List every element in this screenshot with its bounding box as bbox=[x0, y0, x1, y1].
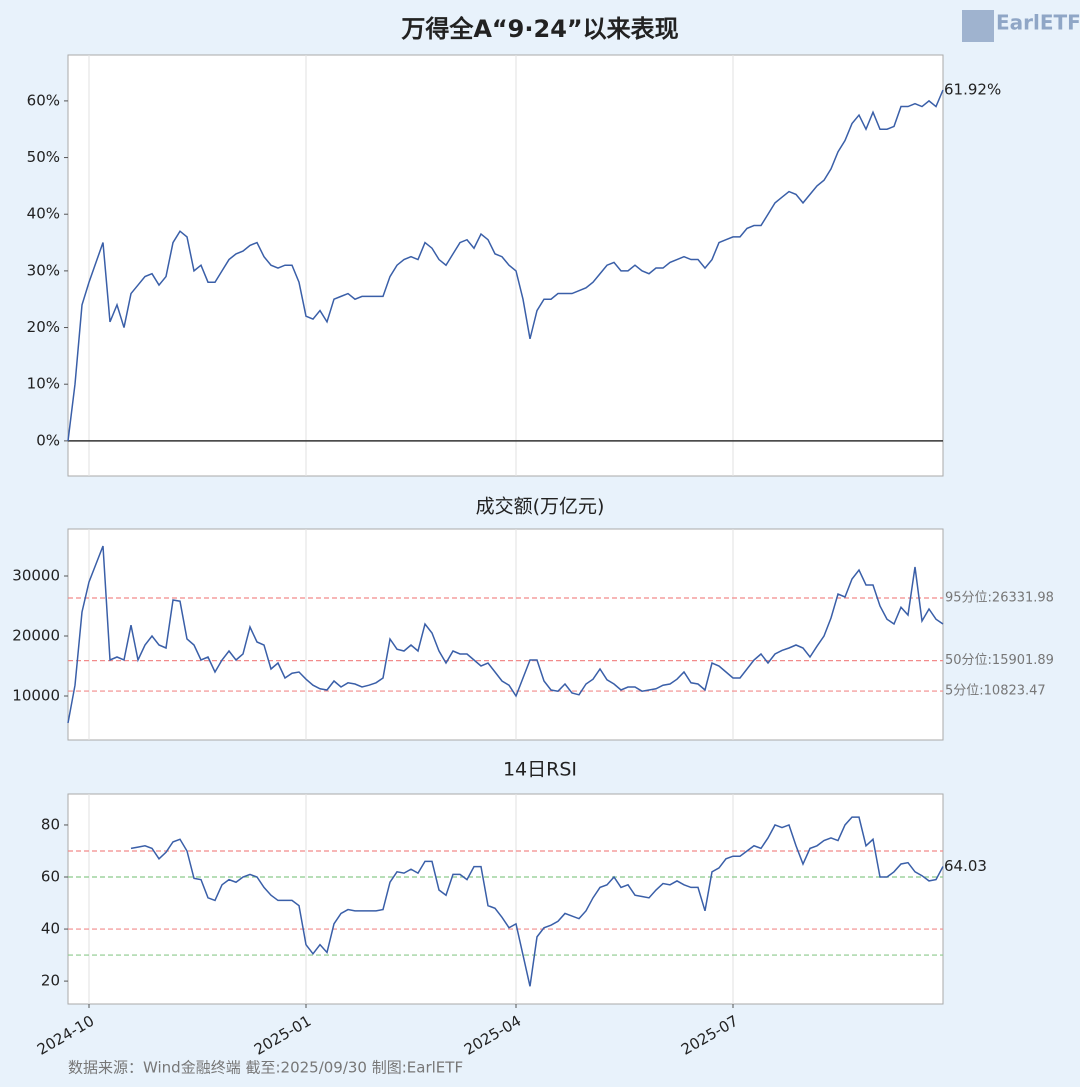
y-tick-label: 0% bbox=[36, 431, 60, 449]
line-series bbox=[130, 816, 944, 987]
end-label: 61.92% bbox=[944, 81, 1001, 99]
line-series bbox=[67, 89, 944, 441]
reference-label: 95分位:26331.98 bbox=[945, 591, 1054, 606]
reference-label: 5分位:10823.47 bbox=[945, 684, 1046, 699]
line-series bbox=[67, 545, 944, 724]
y-tick-label: 30% bbox=[27, 261, 60, 279]
y-tick-label: 50% bbox=[27, 148, 60, 166]
y-tick-label: 20 bbox=[41, 972, 60, 990]
y-tick-label: 20000 bbox=[12, 627, 60, 645]
y-tick-label: 60% bbox=[27, 91, 60, 109]
y-tick-label: 30000 bbox=[12, 566, 60, 584]
reference-label: 50分位:15901.89 bbox=[945, 653, 1054, 668]
y-tick-label: 20% bbox=[27, 318, 60, 336]
plot-area bbox=[67, 54, 944, 477]
logo-icon bbox=[962, 10, 994, 42]
y-tick-label: 10000 bbox=[12, 687, 60, 705]
y-tick-label: 40 bbox=[41, 920, 60, 938]
end-label: 64.03 bbox=[944, 857, 987, 875]
logo: EarlETF bbox=[996, 11, 1080, 35]
chart-title: 14日RSI bbox=[503, 759, 577, 781]
chart-title: 万得全A“9·24”以来表现 bbox=[401, 15, 678, 43]
y-tick-label: 60 bbox=[41, 868, 60, 886]
plot-area bbox=[67, 528, 944, 741]
chart-title: 成交额(万亿元) bbox=[476, 496, 605, 518]
y-tick-label: 40% bbox=[27, 205, 60, 223]
source-note: 数据来源：Wind金融终端 截至:2025/09/30 制图:EarlETF bbox=[68, 1059, 463, 1077]
plot-area bbox=[67, 793, 944, 1005]
y-tick-label: 10% bbox=[27, 375, 60, 393]
y-tick-label: 80 bbox=[41, 815, 60, 833]
